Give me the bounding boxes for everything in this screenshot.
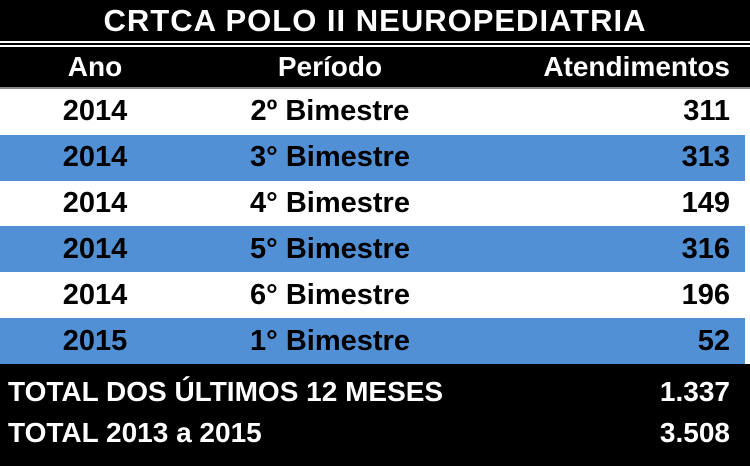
row-year-cell: 2014 (62, 95, 128, 128)
row-period-cell: 5° Bimestre (250, 232, 410, 265)
table-row: 2014 4° Bimestre 149 (0, 180, 750, 227)
column-header-ano: Ano (67, 51, 123, 82)
column-header-atendimentos: Atendimentos (543, 51, 730, 82)
row-value-cell: 313 (681, 141, 730, 174)
totals-section: TOTAL DOS ÚLTIMOS 12 MESES 1.337 TOTAL 2… (0, 364, 750, 466)
row-period-cell: 3° Bimestre (250, 141, 410, 174)
title-separator-line (0, 41, 750, 47)
total-row-last-12-months: TOTAL DOS ÚLTIMOS 12 MESES 1.337 (0, 371, 750, 412)
table-body: 2014 2º Bimestre 311 2014 3° Bimestre 31… (0, 89, 750, 364)
total-value: 3.508 (659, 416, 730, 448)
total-row-2013-2015: TOTAL 2013 a 2015 3.508 (0, 412, 750, 453)
row-value-cell: 196 (681, 278, 730, 311)
column-header-periodo: Período (277, 51, 383, 82)
total-value: 1.337 (659, 375, 730, 407)
table-title-bar: CRTCA POLO II NEUROPEDIATRIA (0, 0, 750, 41)
page-title: CRTCA POLO II NEUROPEDIATRIA (103, 2, 647, 38)
row-period-cell: 2º Bimestre (250, 95, 410, 128)
table-row: 2014 6° Bimestre 196 (0, 272, 750, 319)
table-row: 2014 5° Bimestre 316 (0, 226, 750, 273)
row-period-cell: 1° Bimestre (250, 324, 410, 357)
table-row: 2015 1° Bimestre 52 (0, 318, 750, 364)
total-label: TOTAL 2013 a 2015 (8, 416, 262, 448)
row-year-cell: 2014 (62, 232, 128, 265)
row-period-cell: 6° Bimestre (250, 278, 410, 311)
table-row: 2014 3° Bimestre 313 (0, 134, 750, 181)
total-label: TOTAL DOS ÚLTIMOS 12 MESES (8, 375, 444, 407)
row-period-cell: 4° Bimestre (250, 187, 410, 220)
row-value-cell: 316 (681, 232, 730, 265)
table-header-row: Ano Período Atendimentos (0, 47, 750, 89)
row-value-cell: 149 (681, 187, 730, 220)
row-year-cell: 2015 (62, 324, 128, 357)
row-year-cell: 2014 (62, 278, 128, 311)
row-value-cell: 52 (697, 324, 730, 357)
row-year-cell: 2014 (62, 187, 128, 220)
row-year-cell: 2014 (62, 141, 128, 174)
table-row: 2014 2º Bimestre 311 (0, 89, 750, 135)
row-value-cell: 311 (683, 95, 730, 128)
